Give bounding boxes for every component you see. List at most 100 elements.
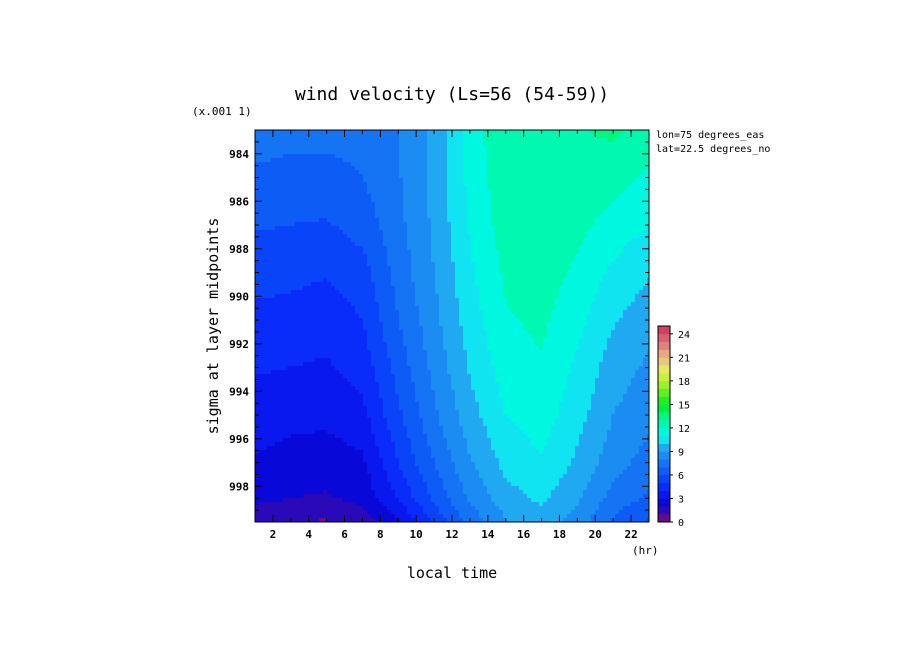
contour-cell — [447, 258, 452, 263]
contour-cell — [535, 166, 540, 171]
contour-cell — [571, 214, 576, 219]
contour-cell — [383, 146, 388, 151]
contour-cell — [627, 194, 632, 199]
contour-cell — [527, 254, 532, 259]
contour-cell — [583, 194, 588, 199]
contour-cell — [387, 294, 392, 299]
contour-cell — [455, 146, 460, 151]
contour-cell — [539, 318, 544, 323]
contour-cell — [563, 134, 568, 139]
contour-cell — [639, 306, 644, 311]
contour-cell — [643, 194, 648, 199]
contour-cell — [475, 210, 480, 215]
contour-cell — [607, 290, 612, 295]
contour-cell — [503, 194, 508, 199]
contour-cell — [539, 286, 544, 291]
contour-cell — [559, 250, 564, 255]
contour-cell — [475, 134, 480, 139]
contour-cell — [543, 170, 548, 175]
contour-cell — [611, 298, 616, 303]
contour-cell — [307, 318, 312, 323]
contour-cell — [631, 138, 636, 143]
contour-cell — [327, 150, 332, 155]
contour-cell — [335, 222, 340, 227]
contour-cell — [311, 306, 316, 311]
contour-cell — [255, 274, 260, 279]
contour-cell — [387, 314, 392, 319]
contour-cell — [307, 210, 312, 215]
contour-cell — [643, 150, 648, 155]
contour-cell — [447, 206, 452, 211]
contour-cell — [559, 246, 564, 251]
contour-cell — [327, 182, 332, 187]
contour-cell — [315, 266, 320, 271]
contour-cell — [423, 182, 428, 187]
contour-cell — [435, 218, 440, 223]
contour-cell — [535, 138, 540, 143]
contour-cell — [619, 250, 624, 255]
contour-cell — [599, 226, 604, 231]
contour-cell — [599, 254, 604, 259]
contour-cell — [431, 266, 436, 271]
contour-cell — [379, 294, 384, 299]
contour-cell — [275, 206, 280, 211]
contour-cell — [435, 242, 440, 247]
contour-cell — [451, 130, 456, 135]
contour-cell — [367, 178, 372, 183]
contour-cell — [415, 302, 420, 307]
contour-cell — [411, 182, 416, 187]
contour-cell — [367, 262, 372, 267]
contour-cell — [547, 242, 552, 247]
contour-cell — [303, 190, 308, 195]
contour-cell — [535, 326, 540, 331]
contour-cell — [263, 142, 268, 147]
contour-cell — [487, 178, 492, 183]
contour-cell — [507, 170, 512, 175]
contour-cell — [359, 234, 364, 239]
contour-cell — [371, 246, 376, 251]
contour-cell — [383, 234, 388, 239]
contour-cell — [303, 154, 308, 159]
contour-cell — [255, 162, 260, 167]
contour-cell — [571, 274, 576, 279]
contour-cell — [291, 258, 296, 263]
contour-cell — [263, 226, 268, 231]
contour-cell — [535, 258, 540, 263]
contour-cell — [255, 310, 260, 315]
contour-cell — [443, 246, 448, 251]
contour-cell — [647, 246, 650, 251]
contour-cell — [427, 130, 432, 135]
contour-cell — [635, 270, 640, 275]
contour-cell — [627, 178, 632, 183]
contour-cell — [463, 306, 468, 311]
contour-cell — [415, 238, 420, 243]
contour-cell — [319, 218, 324, 223]
contour-cell — [411, 174, 416, 179]
contour-cell — [547, 246, 552, 251]
contour-cell — [579, 290, 584, 295]
contour-cell — [631, 190, 636, 195]
contour-cell — [399, 290, 404, 295]
contour-cell — [511, 258, 516, 263]
contour-cell — [375, 246, 380, 251]
contour-cell — [639, 326, 644, 331]
contour-cell — [559, 158, 564, 163]
contour-cell — [619, 138, 624, 143]
contour-cell — [259, 210, 264, 215]
contour-cell — [419, 134, 424, 139]
contour-cell — [563, 130, 568, 135]
contour-cell — [459, 182, 464, 187]
contour-cell — [639, 186, 644, 191]
contour-cell — [431, 278, 436, 283]
contour-cell — [355, 262, 360, 267]
contour-cell — [267, 194, 272, 199]
contour-cell — [571, 206, 576, 211]
contour-cell — [631, 270, 636, 275]
contour-cell — [591, 270, 596, 275]
contour-cell — [607, 326, 612, 331]
contour-cell — [399, 298, 404, 303]
contour-cell — [635, 186, 640, 191]
contour-cell — [451, 250, 456, 255]
contour-cell — [471, 294, 476, 299]
contour-cell — [603, 142, 608, 147]
